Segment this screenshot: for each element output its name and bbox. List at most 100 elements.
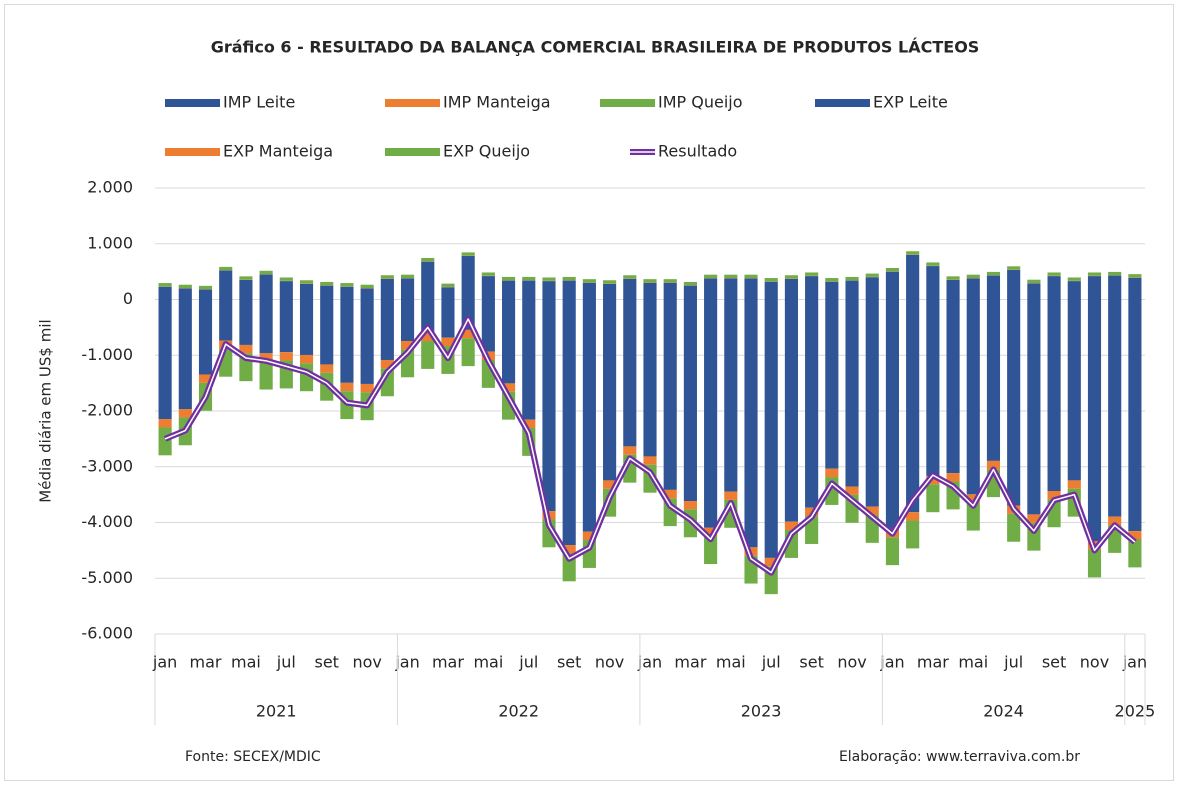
x-tick-label: mai	[473, 653, 503, 672]
bar-segment	[502, 280, 516, 300]
x-tick-label: set	[557, 653, 581, 672]
bar-segment	[663, 489, 677, 499]
x-tick-label: jan	[152, 653, 177, 672]
bar-segment	[865, 277, 879, 300]
bar-segment	[744, 299, 758, 548]
year-label: 2021	[256, 702, 297, 721]
bar-segment	[522, 419, 536, 429]
bar-segment	[784, 275, 798, 279]
legend-swatch	[165, 99, 220, 107]
bar-segment	[421, 341, 435, 369]
legend-label: IMP Manteiga	[443, 93, 551, 112]
bar-segment	[502, 299, 516, 384]
source: Fonte: SECEX/MDIC	[185, 749, 321, 765]
bar-segment	[845, 276, 859, 281]
bar-segment	[805, 276, 819, 300]
bar-segment	[198, 374, 213, 383]
y-tick-label: -2.000	[81, 401, 133, 420]
bar-segment	[219, 299, 233, 341]
bar-segment	[906, 520, 920, 549]
bar-segment	[1027, 299, 1041, 515]
bar-segment	[643, 282, 657, 300]
bar-segment	[441, 287, 455, 300]
bar-segment	[299, 354, 314, 364]
bar-segment	[1128, 539, 1142, 568]
bar-segment	[1047, 491, 1061, 500]
bar-segment	[724, 274, 738, 279]
x-tick-label: set	[1042, 653, 1066, 672]
bar-segment	[1067, 281, 1081, 300]
bar-segment	[239, 279, 253, 300]
bar-segment	[219, 270, 233, 300]
bar-segment	[1027, 279, 1041, 284]
x-tick-label: nov	[837, 653, 866, 672]
bar-segment	[158, 427, 172, 456]
legend-swatch	[815, 99, 870, 107]
bar-segment	[1128, 531, 1142, 540]
bar-segment	[198, 299, 213, 375]
bar-segment	[1047, 272, 1061, 276]
bar-segment	[906, 299, 920, 513]
bar-segment	[986, 271, 1001, 276]
x-tick-label: mai	[958, 653, 988, 672]
bar-segment	[158, 299, 172, 420]
bar-segment	[805, 299, 819, 508]
bar-segment	[966, 494, 980, 503]
y-tick-label: -4.000	[81, 512, 133, 531]
x-tick-label: jan	[879, 653, 904, 672]
bar-segment	[279, 277, 293, 281]
bar-segment	[643, 299, 657, 457]
bar-segment	[198, 285, 213, 290]
bar-segment	[825, 468, 839, 478]
bar-segment	[502, 383, 516, 392]
bar-segment	[906, 512, 920, 521]
bar-segment	[926, 262, 940, 266]
bar-segment	[259, 274, 273, 300]
bar-segment	[299, 280, 314, 284]
x-tick-label: jul	[276, 653, 296, 672]
bar-segment	[522, 276, 536, 281]
x-tick-label: set	[315, 653, 339, 672]
bar-segment	[158, 286, 172, 300]
bar-segment	[360, 299, 374, 384]
bar-segment	[926, 475, 940, 485]
y-tick-label: -1.000	[81, 345, 133, 364]
bar-segment	[704, 278, 718, 300]
bar-segment	[683, 281, 697, 286]
bar-segment	[259, 299, 273, 354]
bar-segment	[683, 299, 697, 502]
bar-segment	[784, 521, 798, 531]
bar-segment	[400, 341, 415, 350]
bar-segment	[805, 272, 819, 276]
bar-segment	[562, 545, 576, 554]
bar-segment	[946, 473, 960, 482]
bar-segment	[744, 278, 758, 300]
bar-segment	[704, 536, 718, 565]
bar-segment	[582, 279, 596, 283]
x-tick-label: mai	[716, 653, 746, 672]
bar-segment	[360, 284, 374, 289]
bar-segment	[1027, 283, 1041, 300]
bar-segment	[178, 284, 192, 289]
bar-segment	[340, 299, 354, 383]
bar-segment	[946, 279, 960, 300]
bar-segment	[623, 299, 637, 447]
bar-segment	[421, 261, 435, 300]
bar-segment	[603, 480, 617, 489]
bar-segment	[845, 299, 859, 487]
bar-segment	[906, 254, 920, 300]
legend-swatch	[385, 99, 440, 107]
bar-segment	[845, 280, 859, 300]
bar-segment	[623, 275, 637, 279]
bar-segment	[239, 276, 253, 280]
bar-segment	[1108, 516, 1122, 526]
bar-segment	[744, 274, 758, 279]
bar-segment	[986, 275, 1001, 300]
bar-segment	[966, 278, 980, 300]
x-tick-label: set	[799, 653, 823, 672]
bar-segment	[885, 268, 900, 272]
bar-segment	[603, 280, 617, 284]
bar-segment	[461, 338, 475, 367]
bar-segment	[865, 299, 879, 507]
